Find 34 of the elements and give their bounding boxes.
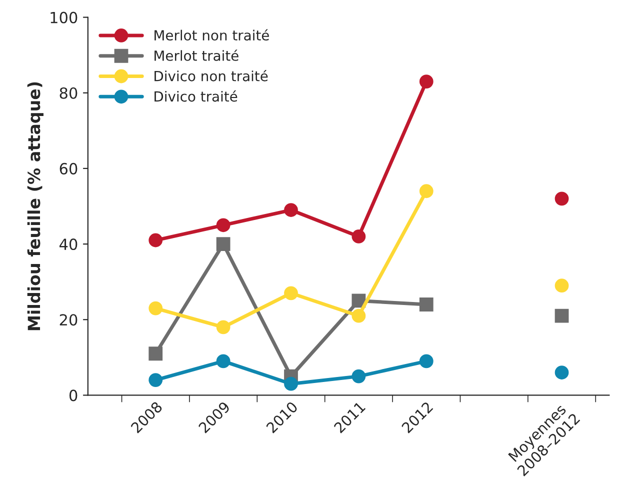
point — [284, 376, 298, 391]
point — [352, 369, 366, 384]
legend-label: Divico non traité — [154, 70, 268, 82]
point — [419, 354, 434, 368]
point — [216, 354, 230, 368]
y-tick-label: 60 — [60, 162, 78, 174]
point — [419, 74, 434, 88]
point — [554, 192, 569, 206]
legend-label: Divico traité — [154, 90, 238, 102]
point — [284, 286, 298, 300]
point — [554, 278, 569, 293]
point — [216, 320, 230, 334]
y-tick-label: 80 — [60, 87, 78, 99]
legend-label: Merlot non traité — [154, 29, 269, 41]
y-tick-label: 100 — [50, 12, 78, 24]
point — [148, 373, 163, 388]
point — [419, 298, 434, 312]
y-tick-label: 40 — [60, 238, 78, 250]
y-tick-label: 0 — [69, 390, 78, 402]
point — [148, 233, 163, 248]
point — [148, 346, 163, 361]
point — [352, 308, 366, 323]
point — [216, 218, 230, 232]
point — [216, 237, 230, 251]
point — [554, 366, 569, 380]
legend-label: Merlot traité — [154, 50, 238, 61]
point — [148, 301, 163, 316]
point — [554, 308, 569, 323]
point — [419, 184, 434, 198]
point — [352, 230, 366, 244]
point — [284, 203, 298, 217]
y-axis-title: Mildiou feuille (% attaque) — [27, 82, 44, 330]
point — [352, 294, 366, 308]
y-tick-label: 20 — [60, 314, 78, 326]
